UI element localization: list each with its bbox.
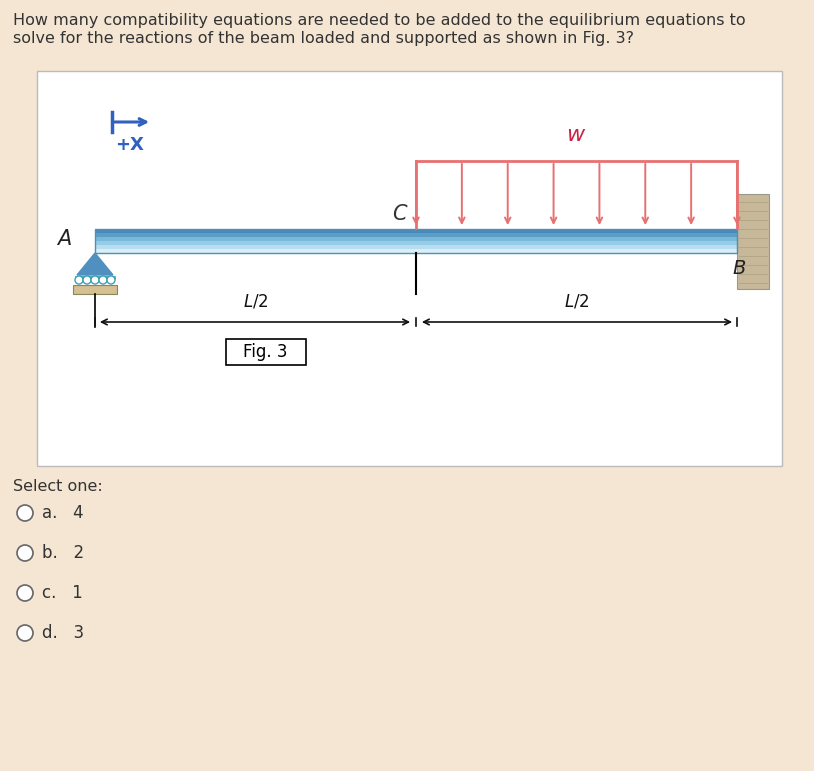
Bar [75,276,115,279]
Text: c.   1: c. 1 [42,584,83,602]
Bar [95,233,737,237]
Circle shape [17,505,33,521]
Bar [737,194,769,288]
Text: How many compatibility equations are needed to be added to the equilibrium equat: How many compatibility equations are nee… [13,13,746,28]
Circle shape [107,276,115,284]
Circle shape [83,276,91,284]
Circle shape [17,585,33,601]
Bar [73,285,117,294]
Text: Fig. 3: Fig. 3 [243,343,288,361]
Text: Select one:: Select one: [13,479,103,494]
Text: b.   2: b. 2 [42,544,84,562]
Text: a.   4: a. 4 [42,504,84,522]
Circle shape [91,276,99,284]
Bar [225,339,305,365]
Bar [95,241,737,245]
Text: $L/2$: $L/2$ [564,293,589,311]
Text: A: A [57,229,72,249]
Bar [95,245,737,249]
Text: $L/2$: $L/2$ [243,293,268,311]
Text: $C$: $C$ [392,204,408,224]
Text: d.   3: d. 3 [42,624,84,642]
Bar [95,249,737,253]
Circle shape [99,276,107,284]
Text: B: B [732,260,746,278]
Bar [95,229,737,253]
Circle shape [75,276,83,284]
Bar [95,229,737,233]
Bar [37,71,782,466]
Circle shape [17,625,33,641]
Circle shape [17,545,33,561]
Text: +X: +X [116,136,144,154]
Text: solve for the reactions of the beam loaded and supported as shown in Fig. 3?: solve for the reactions of the beam load… [13,31,634,46]
Polygon shape [77,253,113,275]
Bar [95,237,737,241]
Text: $w$: $w$ [567,125,587,145]
